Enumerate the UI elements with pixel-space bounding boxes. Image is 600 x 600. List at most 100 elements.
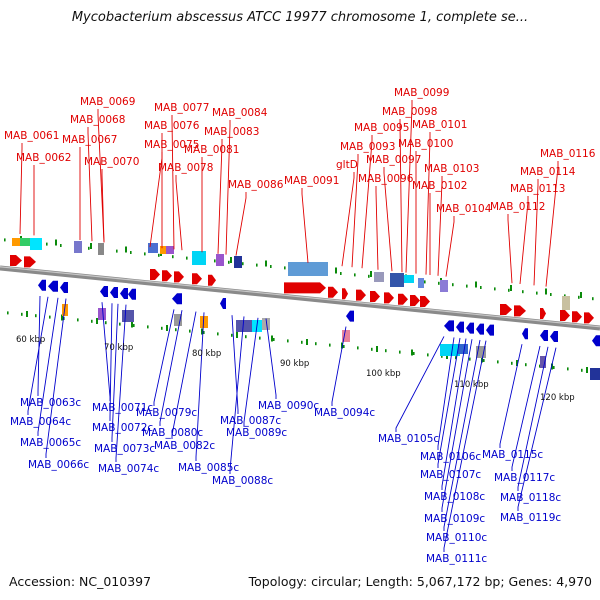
tick-mark-major xyxy=(131,321,133,328)
forward-gene-label: MAB_0091 xyxy=(284,175,339,187)
forward-gene-label: MAB_0098 xyxy=(382,106,437,118)
accession-text: Accession: NC_010397 xyxy=(9,574,152,589)
reverse-gene-label: MAB_0094c xyxy=(314,407,375,419)
reverse-gene-label: MAB_0087c xyxy=(220,415,281,427)
forward-leader-line xyxy=(217,139,223,254)
forward-leader-line xyxy=(383,167,393,272)
tick-mark xyxy=(511,361,513,365)
forward-gene xyxy=(24,256,36,268)
forward-gene xyxy=(342,288,348,300)
gene-domain-box xyxy=(562,296,570,310)
tick-mark xyxy=(130,251,132,254)
gene-domain-box xyxy=(160,246,168,254)
reverse-leader-line xyxy=(153,309,175,406)
reverse-leader-line xyxy=(243,317,259,426)
forward-leader-line xyxy=(235,192,247,256)
tick-mark-major xyxy=(236,332,238,338)
reverse-leader-line xyxy=(517,347,557,511)
gene-domain-box xyxy=(374,272,384,282)
tick-mark xyxy=(424,280,426,284)
reverse-leader-line xyxy=(395,336,445,432)
reverse-leader-line xyxy=(231,315,239,414)
reverse-leader-line xyxy=(265,318,277,399)
tick-mark xyxy=(329,343,331,347)
reverse-gene xyxy=(100,286,108,297)
gene-domain-box xyxy=(20,238,30,246)
gene-domain-box xyxy=(342,330,350,342)
forward-gene-label: MAB_0075 xyxy=(144,139,199,151)
forward-gene xyxy=(370,291,380,302)
scale-label: 60 kbp xyxy=(16,335,45,345)
forward-gene xyxy=(540,308,546,319)
tick-mark-major xyxy=(125,246,127,253)
reverse-gene xyxy=(522,328,528,340)
forward-gene-label: MAB_0096 xyxy=(358,173,414,185)
reverse-gene xyxy=(120,288,128,299)
forward-gene xyxy=(328,286,338,298)
forward-leader-line xyxy=(351,154,359,268)
scale-labels: 60 kbp 70 kbp 80 kbp 90 kbp 100 kbp 110 kbp 12… xyxy=(16,335,575,403)
tick-mark xyxy=(343,345,345,348)
reverse-leader-line xyxy=(437,337,455,450)
reverse-gene-label: MAB_0079c xyxy=(136,407,197,419)
tick-mark-major xyxy=(586,367,588,373)
forward-gene xyxy=(420,296,430,307)
tick-mark-major xyxy=(306,339,308,345)
tick-mark xyxy=(413,352,415,355)
tick-mark-major xyxy=(370,271,372,277)
tick-mark xyxy=(189,329,191,333)
tick-mark-major xyxy=(475,281,477,288)
reverse-gene xyxy=(550,331,558,342)
tick-mark-major xyxy=(96,318,98,324)
gene-domain-box xyxy=(262,318,270,330)
forward-leader-line xyxy=(399,119,403,273)
backbone-highlight xyxy=(0,266,600,328)
forward-gene-label: MAB_0116 xyxy=(540,148,596,160)
reverse-gene-label: MAB_0073c xyxy=(94,443,155,455)
tick-mark xyxy=(228,260,230,264)
gene-domain-box xyxy=(590,368,600,380)
tick-mark xyxy=(203,331,205,334)
forward-gene-label: gltD xyxy=(336,159,358,171)
tick-mark xyxy=(441,354,443,358)
tick-mark xyxy=(427,353,429,357)
gene-domain-box xyxy=(74,241,82,253)
reverse-leader-line xyxy=(159,310,183,426)
forward-leader-line xyxy=(425,132,431,275)
forward-gene xyxy=(356,289,366,301)
tick-mark xyxy=(525,363,527,367)
tick-mark xyxy=(256,263,258,267)
reverse-leader-line xyxy=(115,304,127,462)
tick-mark xyxy=(270,265,272,268)
reverse-gene-label: MAB_0119c xyxy=(500,512,561,524)
tick-mark xyxy=(284,266,286,270)
gene-domain-box xyxy=(404,275,414,283)
tick-mark xyxy=(567,367,569,371)
tick-mark xyxy=(455,356,457,360)
reverse-gene xyxy=(220,298,226,309)
gene-domain-box xyxy=(12,238,22,246)
tick-mark xyxy=(539,364,541,368)
forward-gene xyxy=(584,312,594,324)
reverse-gene-label: MAB_0115c xyxy=(482,449,543,461)
tick-mark xyxy=(46,242,48,246)
tick-mark-major xyxy=(271,335,273,342)
reverse-gene xyxy=(48,280,58,292)
forward-gene-label: MAB_0095 xyxy=(354,122,409,134)
gene-domain-box xyxy=(390,273,404,287)
forward-gene xyxy=(208,274,216,286)
tick-mark xyxy=(186,256,188,260)
forward-leader-line xyxy=(341,172,355,267)
reverse-leader-line xyxy=(511,345,541,471)
tick-mark xyxy=(452,283,454,287)
reverse-gene-label: MAB_0082c xyxy=(154,440,215,452)
tick-mark xyxy=(214,259,216,263)
reverse-gene xyxy=(110,287,118,298)
gene-domain-box xyxy=(98,243,104,255)
gene-domain-box xyxy=(192,251,206,265)
gene-domain-box xyxy=(418,278,424,288)
gene-domain-box xyxy=(236,320,252,332)
tick-mark-major xyxy=(545,288,547,295)
gene-domain-box xyxy=(216,254,224,266)
